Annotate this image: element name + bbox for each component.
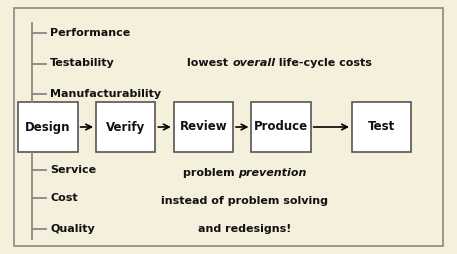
Text: Cost: Cost xyxy=(50,193,78,203)
Text: Produce: Produce xyxy=(254,120,308,134)
Text: Design: Design xyxy=(25,120,71,134)
Text: overall: overall xyxy=(232,58,276,69)
Text: Quality: Quality xyxy=(50,224,95,234)
Text: Review: Review xyxy=(180,120,227,134)
Text: instead of problem solving: instead of problem solving xyxy=(161,196,328,206)
Bar xyxy=(18,102,78,152)
Text: Service: Service xyxy=(50,165,96,175)
Text: prevention: prevention xyxy=(238,168,307,178)
Text: Test: Test xyxy=(368,120,395,134)
Text: and redesigns!: and redesigns! xyxy=(198,224,292,234)
Bar xyxy=(352,102,411,152)
Text: Testability: Testability xyxy=(50,58,115,69)
Bar xyxy=(174,102,233,152)
Text: Performance: Performance xyxy=(50,28,131,38)
Text: Verify: Verify xyxy=(106,120,145,134)
Bar xyxy=(96,102,155,152)
Bar xyxy=(251,102,311,152)
Text: life-cycle costs: life-cycle costs xyxy=(276,58,372,69)
Text: lowest: lowest xyxy=(187,58,232,69)
Text: Manufacturability: Manufacturability xyxy=(50,89,161,99)
Text: problem: problem xyxy=(183,168,238,178)
